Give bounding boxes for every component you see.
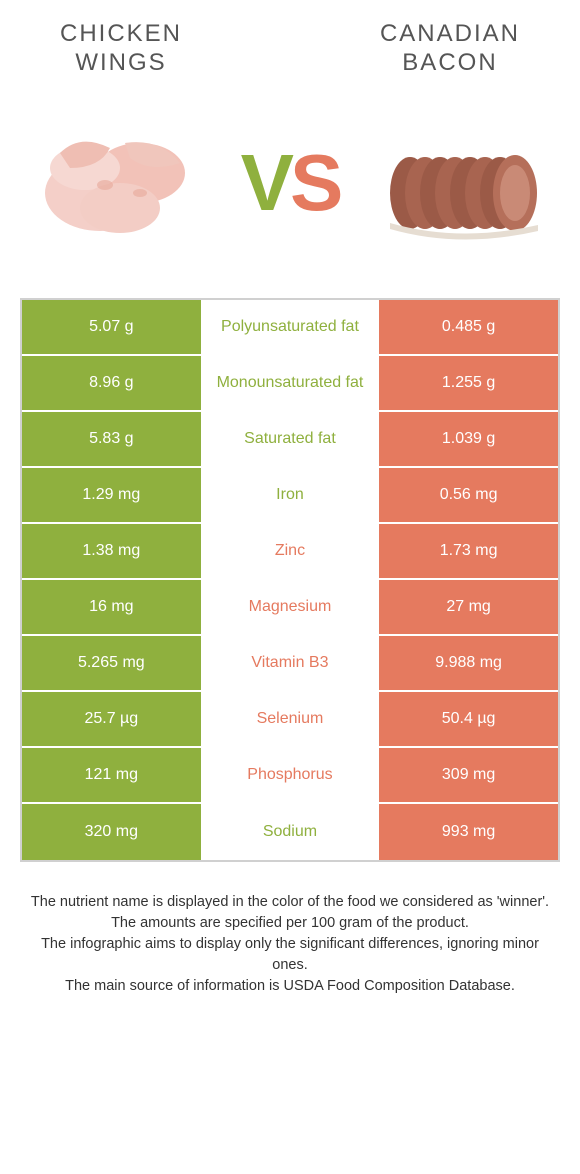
header-titles: CHICKEN WINGS CANADIAN BACON xyxy=(0,0,580,88)
right-value: 993 mg xyxy=(379,804,558,860)
nutrient-label: Monounsaturated fat xyxy=(201,356,380,410)
left-value: 8.96 g xyxy=(22,356,201,410)
right-value: 0.485 g xyxy=(379,300,558,354)
left-value: 5.265 mg xyxy=(22,636,201,690)
table-row: 5.83 gSaturated fat1.039 g xyxy=(22,412,558,468)
canadian-bacon-image xyxy=(370,113,550,253)
left-value: 121 mg xyxy=(22,748,201,802)
images-row: VS xyxy=(0,88,580,288)
footnotes: The nutrient name is displayed in the co… xyxy=(28,892,552,997)
nutrient-label: Zinc xyxy=(201,524,380,578)
table-row: 16 mgMagnesium27 mg xyxy=(22,580,558,636)
footnote-line: The infographic aims to display only the… xyxy=(28,934,552,976)
table-row: 1.38 mgZinc1.73 mg xyxy=(22,524,558,580)
right-value: 1.73 mg xyxy=(379,524,558,578)
chicken-wings-image xyxy=(30,113,210,253)
right-value: 309 mg xyxy=(379,748,558,802)
right-value: 27 mg xyxy=(379,580,558,634)
left-value: 1.38 mg xyxy=(22,524,201,578)
left-value: 1.29 mg xyxy=(22,468,201,522)
nutrient-label: Magnesium xyxy=(201,580,380,634)
right-value: 0.56 mg xyxy=(379,468,558,522)
left-value: 5.07 g xyxy=(22,300,201,354)
nutrient-label: Iron xyxy=(201,468,380,522)
table-row: 5.265 mgVitamin B39.988 mg xyxy=(22,636,558,692)
nutrient-label: Polyunsaturated fat xyxy=(201,300,380,354)
nutrient-label: Sodium xyxy=(201,804,380,860)
vs-s: S xyxy=(290,138,339,227)
right-value: 1.255 g xyxy=(379,356,558,410)
nutrient-label: Saturated fat xyxy=(201,412,380,466)
table-row: 25.7 µgSelenium50.4 µg xyxy=(22,692,558,748)
right-food-title: CANADIAN BACON xyxy=(380,20,520,78)
table-row: 8.96 gMonounsaturated fat1.255 g xyxy=(22,356,558,412)
comparison-table: 5.07 gPolyunsaturated fat0.485 g8.96 gMo… xyxy=(20,298,560,862)
vs-v: V xyxy=(241,138,290,227)
footnote-line: The main source of information is USDA F… xyxy=(28,976,552,997)
footnote-line: The nutrient name is displayed in the co… xyxy=(28,892,552,913)
nutrient-label: Vitamin B3 xyxy=(201,636,380,690)
left-value: 5.83 g xyxy=(22,412,201,466)
left-value: 320 mg xyxy=(22,804,201,860)
left-food-title: CHICKEN WINGS xyxy=(60,20,182,78)
table-row: 5.07 gPolyunsaturated fat0.485 g xyxy=(22,300,558,356)
footnote-line: The amounts are specified per 100 gram o… xyxy=(28,913,552,934)
right-value: 1.039 g xyxy=(379,412,558,466)
vs-label: VS xyxy=(241,137,340,229)
nutrient-label: Selenium xyxy=(201,692,380,746)
table-row: 320 mgSodium993 mg xyxy=(22,804,558,860)
table-row: 121 mgPhosphorus309 mg xyxy=(22,748,558,804)
left-value: 25.7 µg xyxy=(22,692,201,746)
table-row: 1.29 mgIron0.56 mg xyxy=(22,468,558,524)
right-value: 50.4 µg xyxy=(379,692,558,746)
left-value: 16 mg xyxy=(22,580,201,634)
right-value: 9.988 mg xyxy=(379,636,558,690)
nutrient-label: Phosphorus xyxy=(201,748,380,802)
